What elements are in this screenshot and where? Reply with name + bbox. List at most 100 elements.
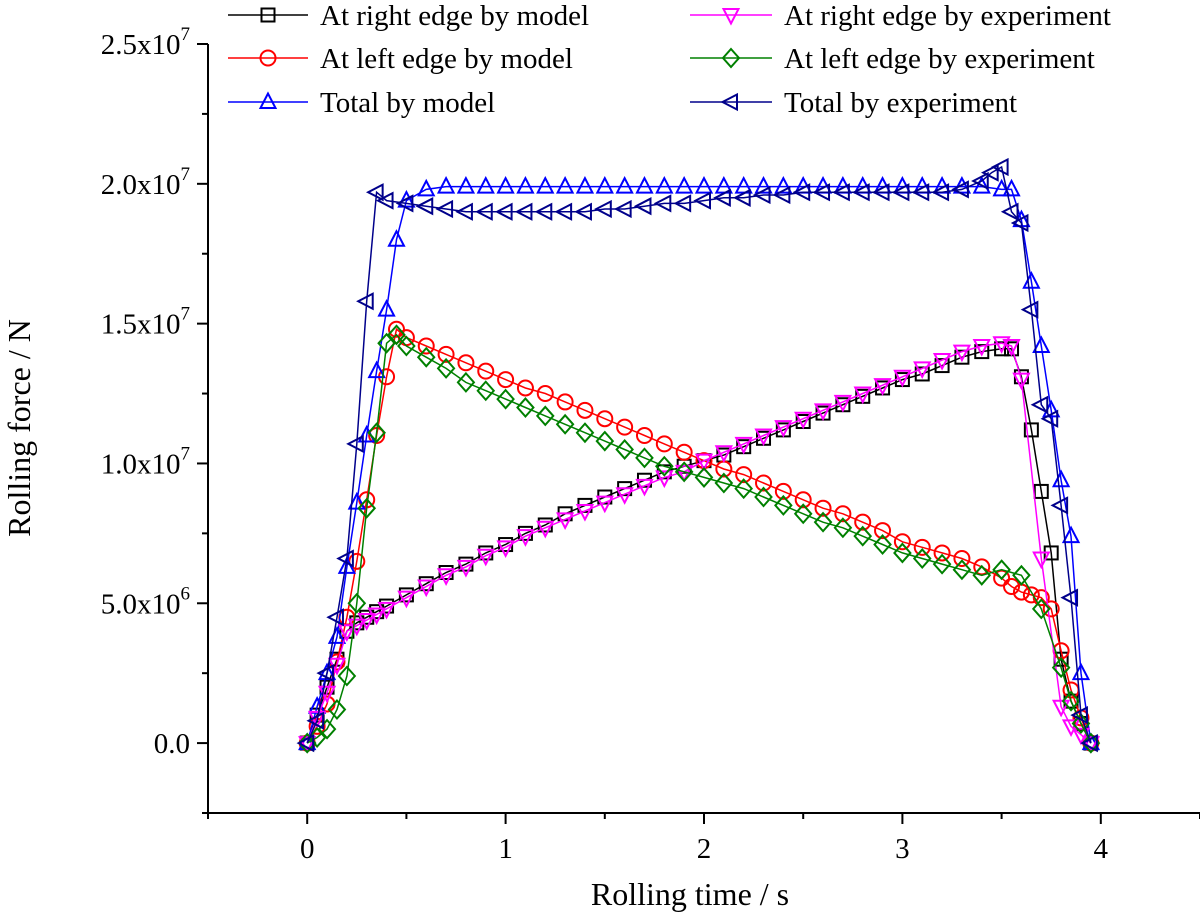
data-point [832, 183, 850, 202]
data-point [1051, 699, 1071, 718]
data-point [436, 568, 456, 586]
x-axis-title: Rolling time / s [591, 876, 789, 912]
data-point [1061, 690, 1081, 712]
data-series [296, 157, 1101, 754]
data-point [475, 202, 493, 221]
series-line [306, 342, 1092, 744]
y-tick-label: 2.0x107 [101, 164, 190, 201]
data-point [932, 352, 952, 371]
data-point [794, 411, 813, 430]
data-point [516, 175, 535, 194]
legend-marker [259, 49, 277, 67]
data-point [306, 711, 325, 730]
data-point [556, 393, 574, 411]
y-tick-label: 5.0x106 [101, 583, 190, 620]
data-point [347, 491, 366, 510]
legend: At right edge by model At left edge by mo… [228, 0, 1111, 119]
data-point [1061, 525, 1081, 544]
data-point [911, 183, 930, 202]
series-0 [299, 341, 1099, 751]
data-point [1022, 586, 1040, 604]
data-point [516, 379, 534, 397]
series-line [306, 327, 1092, 744]
data-point [655, 175, 674, 194]
data-point [1061, 719, 1081, 737]
legend-label: At left edge by experiment [784, 43, 1095, 75]
data-point [1051, 657, 1071, 679]
data-point [575, 175, 595, 194]
data-point [496, 175, 515, 194]
data-point [893, 369, 912, 388]
data-point [536, 385, 554, 403]
legend-label: Total by experiment [784, 87, 1017, 119]
data-point [1080, 733, 1098, 753]
data-point [496, 540, 515, 559]
data-point [635, 426, 653, 444]
data-point [298, 736, 317, 754]
data-point [375, 191, 394, 210]
data-point [1020, 300, 1039, 319]
data-point [733, 188, 751, 207]
data-point [1031, 598, 1051, 620]
data-point [694, 466, 714, 488]
data-point [833, 394, 853, 413]
legend-item: Total by model [228, 87, 495, 119]
y-tick-label: 1.0x107 [101, 443, 190, 480]
axes [207, 44, 1200, 814]
data-point [1032, 335, 1051, 354]
x-tick-label: 1 [498, 833, 513, 865]
y-axis-title: Rolling force / N [1, 319, 37, 537]
data-point [377, 332, 396, 354]
data-point [377, 601, 396, 620]
data-point [951, 180, 969, 199]
data-point [735, 466, 753, 484]
data-point [873, 534, 892, 556]
data-point [813, 403, 833, 422]
data-point [336, 549, 354, 568]
data-point [774, 420, 793, 438]
data-point [714, 445, 733, 463]
data-point [673, 194, 692, 213]
data-point [971, 171, 989, 191]
data-point [933, 544, 951, 562]
data-point [436, 175, 456, 194]
data-point [397, 590, 416, 609]
legend-marker [258, 91, 278, 109]
data-point [854, 513, 872, 531]
data-point [436, 357, 456, 379]
data-point [754, 486, 773, 508]
data-point [752, 185, 771, 205]
data-point [813, 511, 833, 533]
data-point [457, 354, 475, 372]
legend-label: Total by model [320, 87, 495, 119]
data-point [613, 199, 632, 219]
legend-marker [721, 8, 741, 26]
data-point [494, 202, 513, 221]
data-point [734, 436, 753, 455]
data-point [437, 345, 455, 363]
series-line [306, 185, 1092, 744]
legend-marker [260, 7, 276, 23]
data-point [395, 194, 414, 213]
data-point [934, 358, 950, 374]
data-point [993, 569, 1011, 587]
data-point [675, 175, 694, 194]
data-point [675, 443, 693, 461]
data-point [435, 199, 454, 219]
data-point [574, 202, 592, 221]
data-point [972, 564, 992, 586]
data-point [615, 438, 634, 460]
data-point [714, 472, 734, 494]
data-point [456, 371, 476, 393]
data-point [853, 525, 873, 547]
legend-item: At left edge by experiment [690, 43, 1095, 75]
data-point [535, 405, 555, 427]
data-point [296, 733, 315, 753]
data-point [734, 478, 754, 500]
data-point [814, 499, 832, 517]
data-point [973, 558, 991, 576]
data-point [595, 175, 614, 194]
data-point [416, 346, 436, 368]
